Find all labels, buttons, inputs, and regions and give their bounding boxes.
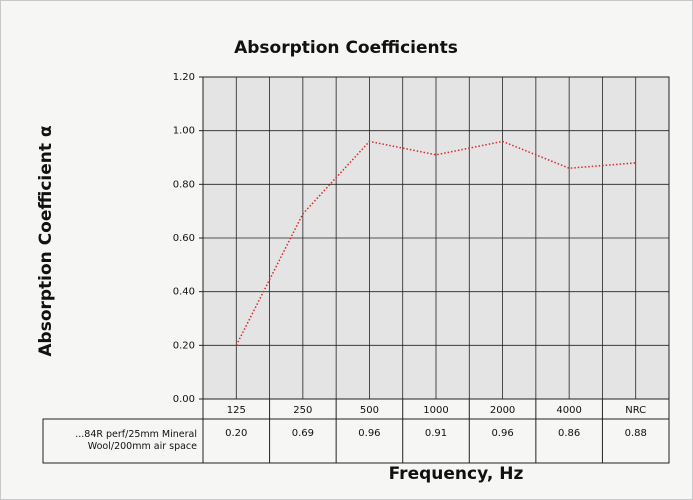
chart-title: Absorption Coefficients	[234, 38, 458, 58]
x-tick-label: 2000	[490, 405, 515, 416]
data-label: 0.96	[491, 428, 513, 439]
series-name: ...84R perf/25mm Mineral Wool/200mm air …	[75, 429, 197, 452]
x-axis-label: Frequency, Hz	[389, 464, 524, 484]
data-label: 0.91	[425, 428, 447, 439]
series-line	[235, 140, 636, 346]
y-tick-label: 0.20	[173, 340, 195, 351]
y-tick-label: 0.80	[173, 179, 195, 190]
y-tick-label: 0.00	[173, 394, 195, 405]
data-label: 0.20	[225, 428, 247, 439]
x-tick-label: NRC	[625, 405, 646, 416]
y-tick-label: 0.40	[173, 287, 195, 298]
data-label: 0.69	[292, 428, 314, 439]
x-tick-label: 250	[293, 405, 312, 416]
x-tick-label: 1000	[423, 405, 448, 416]
data-label: 0.86	[558, 428, 580, 439]
y-axis-label: Absorption Coefficient α	[36, 125, 56, 356]
data-label: 0.88	[625, 428, 647, 439]
y-tick-label: 1.20	[173, 72, 195, 83]
legend-cell: ...84R perf/25mm Mineral Wool/200mm air …	[75, 429, 197, 452]
y-tick-label: 1.00	[173, 126, 195, 137]
x-tick-label: 4000	[556, 405, 581, 416]
x-tick-label: 500	[360, 405, 379, 416]
x-tick-label: 125	[227, 405, 246, 416]
data-label: 0.96	[358, 428, 380, 439]
y-tick-label: 0.60	[173, 233, 195, 244]
